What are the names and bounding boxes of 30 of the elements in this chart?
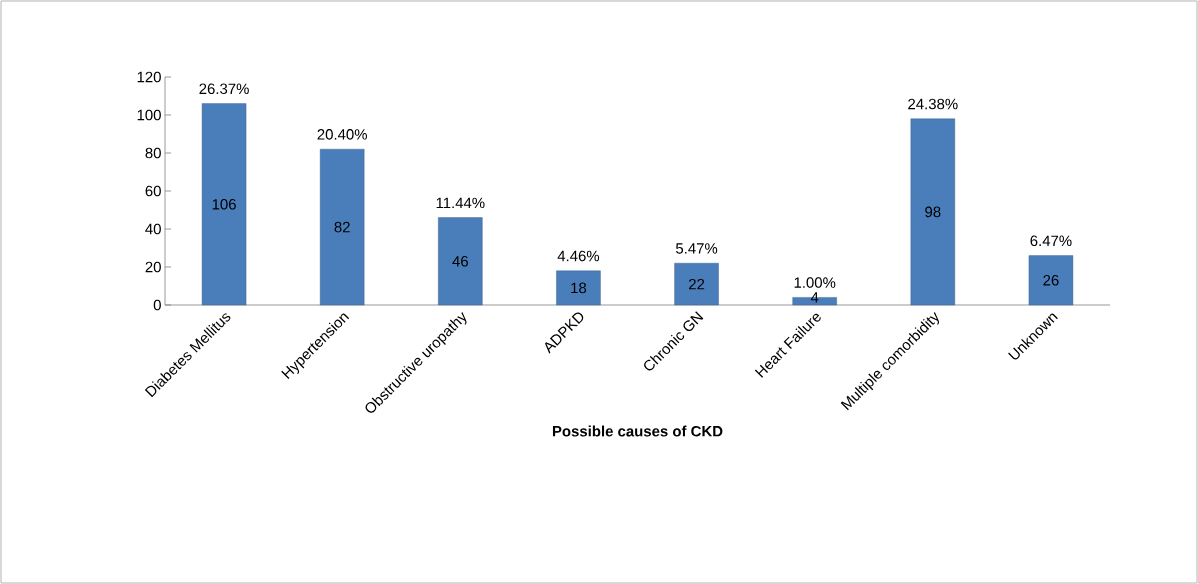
bar [438, 217, 483, 306]
y-tick-label: 0 [153, 299, 161, 311]
data-label: 26 [1043, 275, 1059, 286]
data-label: 106 [212, 199, 236, 210]
data-label: 22 [689, 278, 705, 290]
bar [201, 103, 247, 306]
annotation: 20.40% [317, 129, 367, 140]
bar [1028, 255, 1074, 306]
data-label: 46 [452, 256, 468, 267]
bar [910, 118, 956, 306]
bar [319, 149, 365, 306]
bar [556, 270, 601, 306]
annotation: 5.47% [675, 243, 718, 254]
annotation: 1.00% [794, 277, 836, 288]
bar [674, 263, 719, 306]
x-axis-title: Possible causes of CKD [552, 425, 723, 437]
annotation: 26.37% [199, 83, 249, 95]
annotation: 6.47% [1030, 235, 1072, 247]
y-tick-label: 20 [145, 261, 161, 273]
annotation: 4.46% [557, 250, 600, 262]
data-label: 98 [925, 206, 941, 218]
y-tick-label: 80 [145, 147, 161, 159]
annotation: 11.44% [436, 197, 485, 209]
data-label: 18 [571, 282, 587, 294]
annotation: 24.38% [908, 98, 958, 110]
y-tick-label: 60 [145, 185, 161, 197]
y-tick-label: 120 [137, 71, 161, 83]
data-label: 82 [334, 221, 350, 233]
y-tick-label: 100 [137, 109, 161, 121]
y-tick-label: 40 [145, 223, 161, 235]
